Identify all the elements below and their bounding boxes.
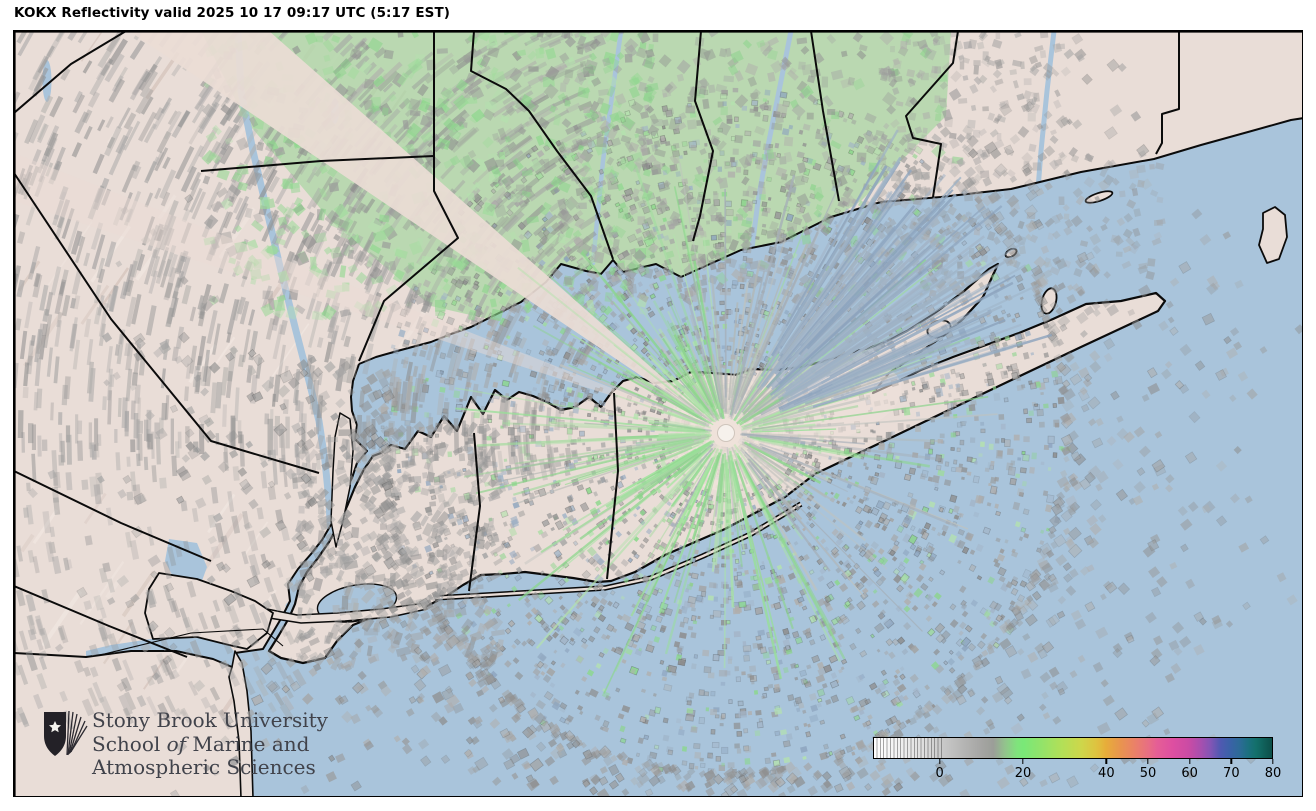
sbu-shield-icon bbox=[44, 710, 88, 756]
colorbar-tick-label: 60 bbox=[1181, 766, 1198, 781]
sbu-logo: Stony Brook University School of Marine a… bbox=[42, 708, 328, 780]
sandy-hook bbox=[228, 650, 254, 796]
colorbar-tick-mark bbox=[1230, 759, 1233, 764]
logo-line-1: Stony Brook University bbox=[92, 708, 328, 732]
colorbar-tick-mark bbox=[938, 759, 941, 764]
logo-line-2: School of Marine and bbox=[92, 731, 310, 756]
colorbar-tick-label: 50 bbox=[1139, 766, 1157, 781]
boundary-nw-corner bbox=[14, 31, 127, 114]
boundary-ny-ct bbox=[358, 31, 459, 362]
nj-shoreline bbox=[14, 650, 233, 668]
housatonic-river bbox=[590, 31, 624, 266]
boundary-ny-nj bbox=[14, 172, 320, 474]
sbu-logo-text: Stony Brook University School of Marine a… bbox=[92, 708, 328, 780]
map-frame bbox=[13, 30, 1303, 797]
boundary-putnam bbox=[200, 155, 435, 172]
colorbar-tick-label: 80 bbox=[1264, 766, 1282, 781]
boundary-new-london bbox=[905, 31, 959, 198]
colorbar-bin-lines bbox=[874, 738, 944, 758]
colorbar-tick-label: 0 bbox=[935, 766, 944, 781]
plum-island bbox=[1004, 247, 1018, 259]
colorbar-tick-mark bbox=[1188, 759, 1191, 764]
connecticut-river bbox=[749, 31, 794, 251]
thames-river bbox=[1035, 31, 1057, 192]
fishers-island bbox=[1084, 190, 1114, 204]
colorbar-tick-label: 20 bbox=[1014, 766, 1032, 781]
colorbar-tick-label: 70 bbox=[1223, 766, 1240, 781]
boundary-bay-line bbox=[95, 628, 284, 657]
colorbar-gradient bbox=[873, 737, 1273, 759]
block-island bbox=[1258, 206, 1288, 264]
plot-title: KOKX Reflectivity valid 2025 10 17 09:17… bbox=[14, 5, 451, 21]
reflectivity-colorbar: 0 20 40 50 60 70 80 bbox=[873, 737, 1281, 785]
colorbar-tick-mark bbox=[1105, 759, 1108, 764]
radar-spokes bbox=[455, 129, 1053, 694]
boundary-queens-nassau bbox=[468, 432, 481, 592]
beam-blockage-wedge bbox=[129, 31, 726, 433]
ct-coastline bbox=[358, 117, 1302, 365]
map-border bbox=[14, 31, 1302, 796]
logo-line-3: Atmospheric Sciences bbox=[92, 755, 316, 779]
colorbar-tick-mark bbox=[1272, 759, 1274, 764]
boundary-ct-ri bbox=[1155, 31, 1180, 155]
beam-blockage bbox=[14, 31, 726, 433]
radar-site-dot bbox=[717, 424, 735, 442]
beam-blockage-wedge-2 bbox=[14, 153, 726, 433]
boundary-ct-county-east bbox=[810, 31, 840, 202]
boundary-nassau-suffolk bbox=[606, 392, 619, 580]
boundary-nj-county-1 bbox=[14, 470, 212, 562]
radar-map bbox=[14, 31, 1302, 796]
boundary-ct-county-west bbox=[470, 31, 614, 260]
boundary-nj-county-2 bbox=[14, 585, 188, 658]
colorbar-tick-label: 40 bbox=[1098, 766, 1115, 781]
boundary-ct-county-mid bbox=[692, 31, 714, 242]
colorbar-tick-mark bbox=[1147, 759, 1149, 764]
colorbar-tick-mark bbox=[1022, 759, 1024, 764]
boundary-lines bbox=[14, 31, 1180, 658]
raritan-bay bbox=[86, 637, 238, 667]
